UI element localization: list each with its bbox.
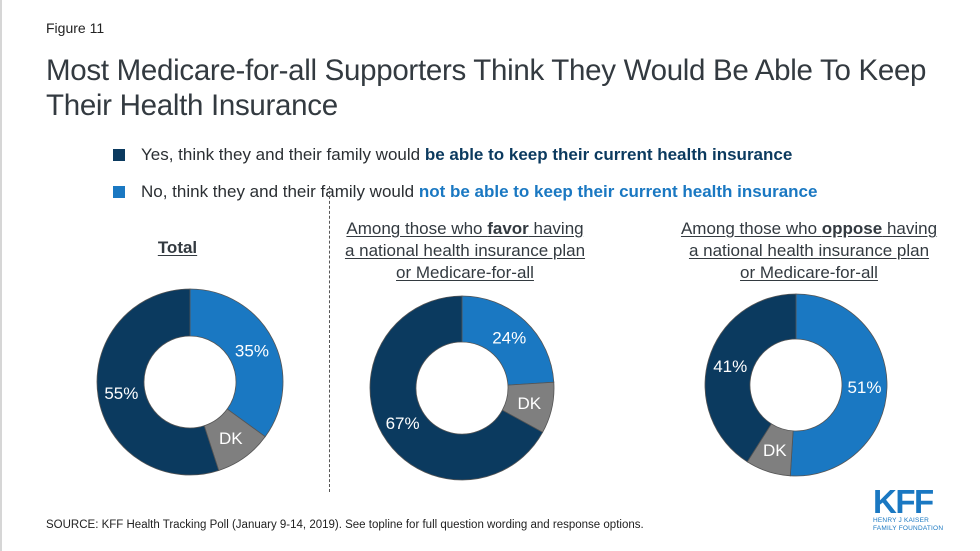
figure-label: Figure 11	[46, 20, 105, 36]
panel-title-oppose: Among those who oppose having a national…	[664, 218, 954, 284]
legend-text-yes: Yes, think they and their family would	[141, 145, 425, 164]
donut-slice-no	[789, 293, 888, 477]
legend-text-no: No, think they and their family would	[141, 182, 419, 201]
panel-title-oppose-line2: a national health insurance plan	[688, 241, 930, 260]
donut-slice-yes	[704, 293, 797, 463]
panel-title-total: Total	[130, 237, 225, 259]
panel-title-favor-post: having	[528, 219, 584, 238]
kff-logo-line2: FAMILY FOUNDATION	[873, 525, 944, 532]
donut-label-dk: DK	[763, 441, 787, 460]
donut-label-dk: DK	[219, 429, 243, 448]
panel-title-favor-line2: a national health insurance plan	[344, 241, 586, 260]
legend-item-no: No, think they and their family would no…	[113, 182, 817, 202]
donut-chart-0: 35% DK 55%	[96, 288, 284, 476]
donut-label-yes: 67%	[386, 414, 420, 433]
donut-label-no: 35%	[235, 341, 269, 360]
source-note: SOURCE: KFF Health Tracking Poll (Januar…	[46, 519, 644, 531]
chart-title: Most Medicare-for-all Supporters Think T…	[46, 54, 927, 122]
donut-slice-no	[461, 295, 555, 386]
kff-logo: KFF HENRY J KAISER FAMILY FOUNDATION	[873, 483, 953, 533]
page-left-border	[0, 0, 2, 551]
legend-swatch-no	[113, 186, 125, 198]
kff-logo-line1: HENRY J KAISER	[873, 517, 930, 524]
legend-item-yes: Yes, think they and their family would b…	[113, 145, 792, 165]
donut-chart-2: 51% DK 41%	[704, 293, 888, 477]
donut-label-no: 51%	[847, 378, 881, 397]
donut-label-yes: 41%	[713, 357, 747, 376]
legend-emphasis-no: not be able to keep their current health…	[418, 182, 818, 201]
panel-title-favor-line3: or Medicare-for-all	[396, 263, 534, 282]
panel-title-oppose-post: having	[882, 219, 938, 238]
donut-slice-yes	[369, 295, 544, 481]
donut-slice-no	[189, 288, 284, 438]
donut-label-no: 24%	[492, 329, 526, 348]
panel-title-favor-bold: favor	[487, 219, 529, 238]
donut-slice-yes	[96, 288, 220, 476]
panel-title-oppose-bold: oppose	[821, 219, 883, 238]
panel-title-favor: Among those who favor having a national …	[330, 218, 600, 284]
kff-logo-mark: KFF	[873, 483, 934, 520]
panel-title-favor-pre: Among those who	[346, 219, 488, 238]
donut-chart-1: 24% DK 67%	[369, 295, 555, 481]
panel-title-oppose-pre: Among those who	[680, 219, 822, 238]
donut-label-yes: 55%	[104, 384, 138, 403]
panel-title-total-text: Total	[157, 238, 198, 257]
panel-title-oppose-line3: or Medicare-for-all	[740, 263, 878, 282]
legend-swatch-yes	[113, 149, 125, 161]
legend-emphasis-yes: be able to keep their current health ins…	[424, 145, 793, 164]
panel-divider	[329, 186, 330, 492]
donut-label-dk: DK	[518, 394, 542, 413]
